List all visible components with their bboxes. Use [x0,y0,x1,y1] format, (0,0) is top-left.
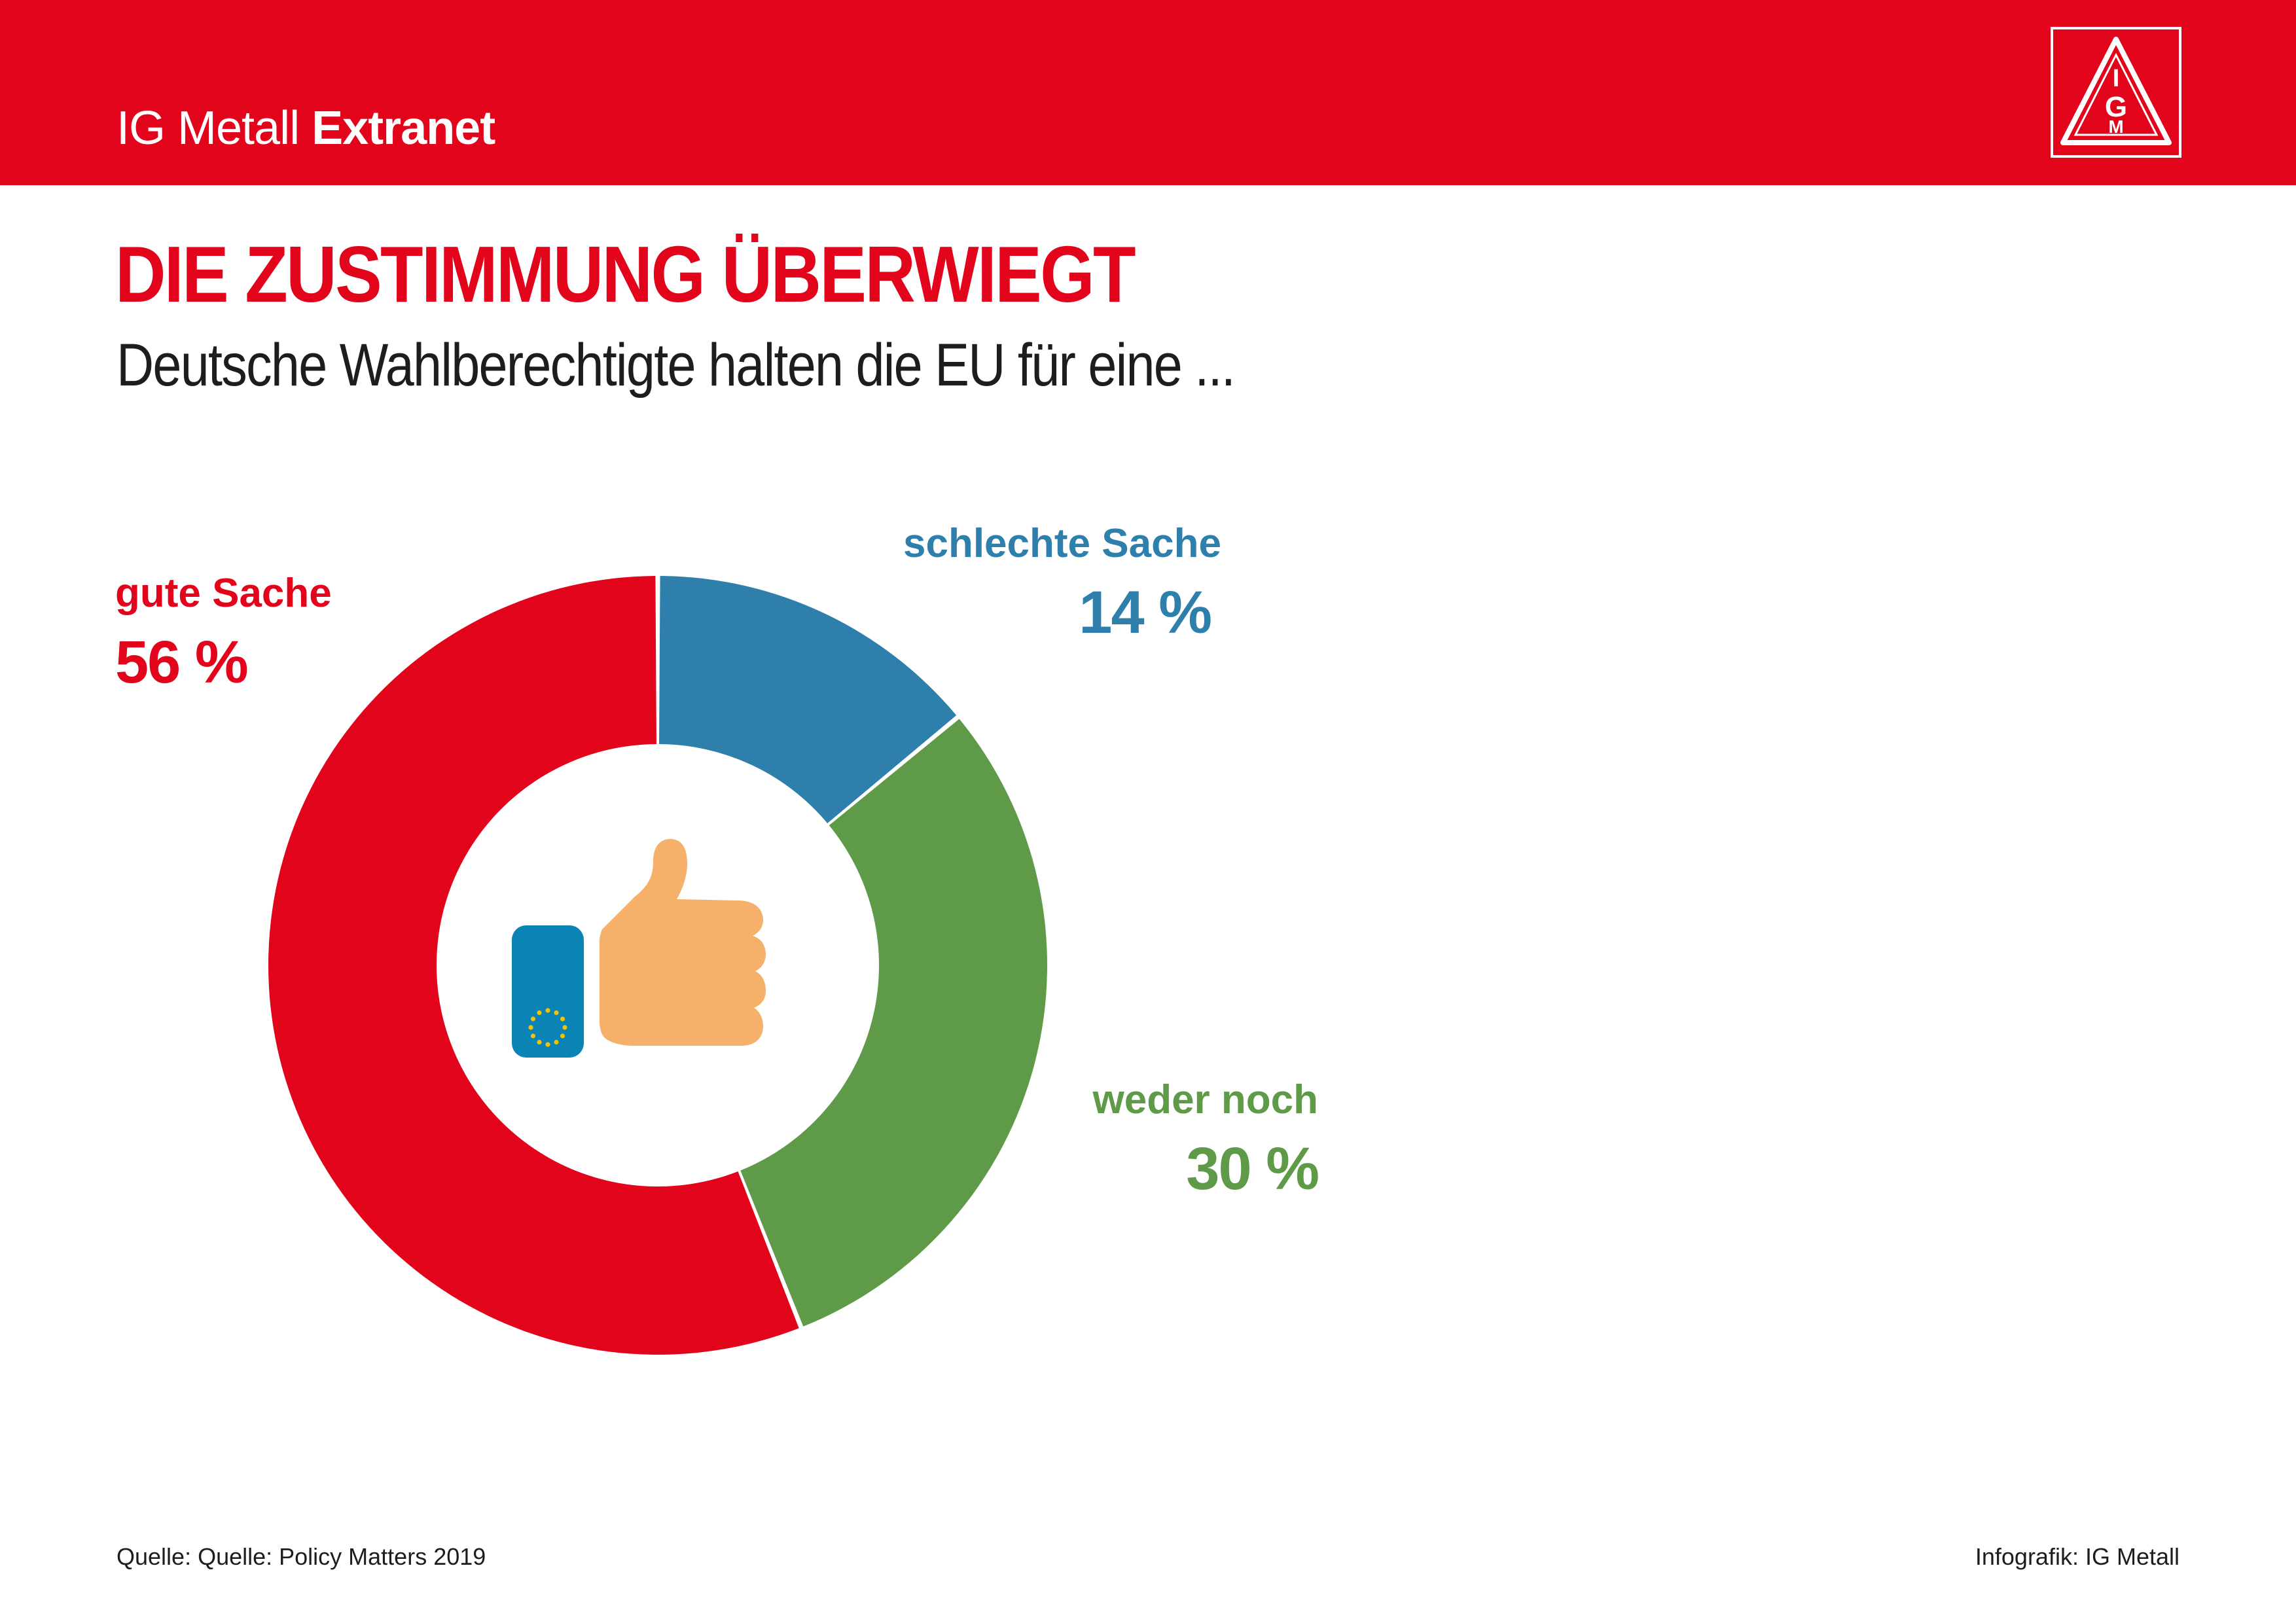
logo-letter-g: G [2105,91,2127,123]
label-schlechte-sache: schlechte Sache 14 % [903,521,1221,646]
eu-star-icon [562,1025,567,1030]
header-bar [0,0,2296,185]
eu-star-icon [545,1008,550,1013]
label-weder-noch: weder noch 30 % [1021,1077,1319,1202]
brand-bold: Extranet [312,102,495,154]
thumbs-up-icon [600,839,766,1046]
eu-star-icon [560,1016,565,1022]
eu-card-thumbs-up-icon [512,839,766,1058]
slice-label: weder noch [1092,1077,1318,1122]
donut-slice-schlechte-sache [659,576,957,823]
eu-star-icon [530,1016,536,1022]
donut-slice-weder-noch [740,719,1047,1327]
slice-value: 14 % [1079,579,1212,646]
slice-value: 56 % [115,629,249,696]
page-subtitle: Deutsche Wahlberechtigte halten die EU f… [117,332,1236,399]
eu-star-icon [560,1033,565,1039]
slice-value: 30 % [1186,1135,1319,1202]
eu-star-icon [554,1010,559,1016]
eu-star-icon [554,1039,559,1045]
label-gute-sache: gute Sache 56 % [115,571,332,696]
donut-slice-gute-sache [268,576,799,1355]
eu-star-icon [528,1025,533,1030]
credit-note: Infografik: IG Metall [1975,1543,2179,1570]
slice-label: gute Sache [115,571,332,616]
page-title: DIE ZUSTIMMUNG ÜBERWIEGT [115,230,1136,319]
eu-stars-icon [528,1008,567,1047]
eu-star-icon [530,1033,536,1039]
eu-star-icon [545,1042,550,1047]
brand-text: IG Metall Extranet [117,105,495,152]
eu-card-icon [512,925,584,1058]
slice-label: schlechte Sache [903,521,1221,566]
eu-star-icon [537,1039,542,1045]
logo-letter-m: M [2108,116,2123,137]
source-note: Quelle: Quelle: Policy Matters 2019 [117,1543,486,1570]
ig-metall-logo-icon: I G M [2051,27,2181,158]
eu-star-icon [537,1010,542,1016]
logo-letter-i: I [2113,65,2120,92]
brand-light: IG Metall [117,102,300,154]
